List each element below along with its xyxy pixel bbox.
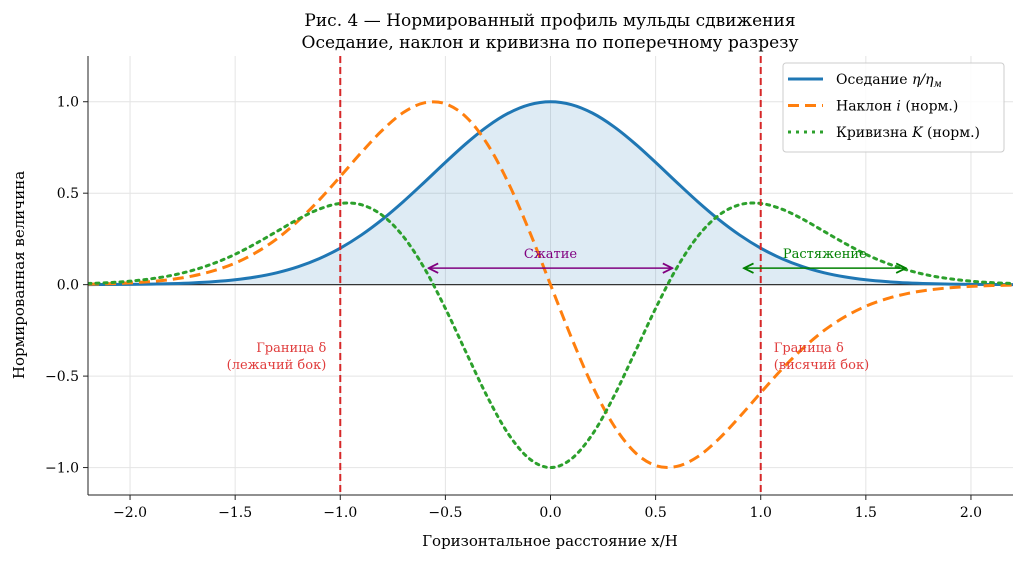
x-tick-label: −0.5 (428, 505, 462, 521)
annotation-label: Растяжение (783, 247, 867, 262)
boundary-label: Граница δ (256, 341, 326, 356)
y-tick-label: 0.5 (57, 186, 79, 202)
legend-entry: Наклон i (норм.) (836, 99, 958, 115)
x-tick-label: 1.0 (750, 505, 772, 521)
boundary-label: (лежачий бок) (227, 358, 327, 373)
y-axis-label: Нормированная величина (10, 171, 28, 379)
legend-entry: Оседание η/ηм (836, 72, 942, 90)
series-line-2 (88, 201, 1013, 470)
x-tick-label: 0.5 (644, 505, 666, 521)
series-line-0 (88, 100, 1013, 287)
x-tick-label: −1.0 (323, 505, 357, 521)
subsidence-fill (88, 101, 1013, 285)
chart-subtitle: Оседание, наклон и кривизна по поперечно… (302, 33, 799, 53)
chart-title: Рис. 4 — Нормированный профиль мульды сд… (304, 11, 795, 31)
y-tick-label: −0.5 (45, 369, 79, 385)
x-tick-label: 2.0 (960, 505, 982, 521)
y-tick-label: −1.0 (45, 461, 79, 477)
boundary-label: (висячий бок) (774, 358, 869, 373)
annotation-label: Сжатие (524, 247, 578, 262)
y-tick-label: 1.0 (57, 95, 79, 111)
boundary-label: Граница δ (774, 341, 844, 356)
legend-box (782, 62, 1005, 153)
x-axis-label: Горизонтальное расстояние x/H (422, 532, 678, 550)
x-tick-label: −2.0 (113, 505, 147, 521)
x-tick-label: 0.0 (539, 505, 561, 521)
x-tick-label: 1.5 (855, 505, 877, 521)
series-line-1 (88, 100, 1013, 469)
legend-entry: Кривизна K (норм.) (836, 125, 980, 141)
y-tick-label: 0.0 (57, 278, 79, 294)
x-tick-label: −1.5 (218, 505, 252, 521)
